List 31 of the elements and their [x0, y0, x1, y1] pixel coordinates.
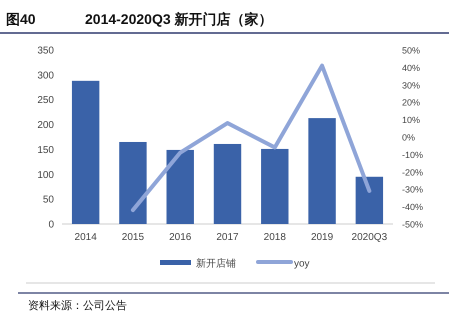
xtick: 2016	[169, 232, 192, 243]
subtitle: 2014-2020Q3 新开门店（家）	[85, 11, 273, 27]
ytick: 50	[42, 194, 54, 206]
xtick: 2020Q3	[352, 232, 388, 243]
ytick: 150	[37, 144, 54, 156]
ytick: 100	[37, 170, 54, 181]
y2tick: -20%	[402, 167, 424, 178]
xtick: 2018	[264, 232, 286, 243]
y2tick: 20%	[402, 98, 420, 108]
y2tick: 30%	[402, 80, 420, 90]
ytick: 0	[48, 220, 54, 230]
y2tick: 40%	[402, 62, 420, 73]
xtick: 2015	[122, 232, 144, 243]
legend: 新开店铺	[196, 258, 236, 270]
title: 图40	[6, 11, 36, 27]
y2tick: -40%	[402, 202, 424, 212]
annotation: 资料来源：公司公告	[28, 300, 127, 312]
ytick: 250	[37, 95, 54, 106]
ytick: 200	[37, 120, 54, 132]
y2tick: -30%	[402, 184, 424, 195]
xtick: 2017	[216, 232, 239, 243]
y2tick: -10%	[402, 150, 424, 160]
ytick: 350	[37, 46, 54, 56]
legend: yoy	[294, 258, 310, 270]
y2tick: -50%	[402, 220, 424, 230]
ytick: 300	[37, 70, 54, 82]
y2tick: 0%	[402, 132, 416, 142]
xtick: 2014	[74, 232, 97, 243]
y2tick: 50%	[402, 46, 420, 56]
xtick: 2019	[310, 232, 334, 243]
y2tick: 10%	[402, 115, 420, 126]
